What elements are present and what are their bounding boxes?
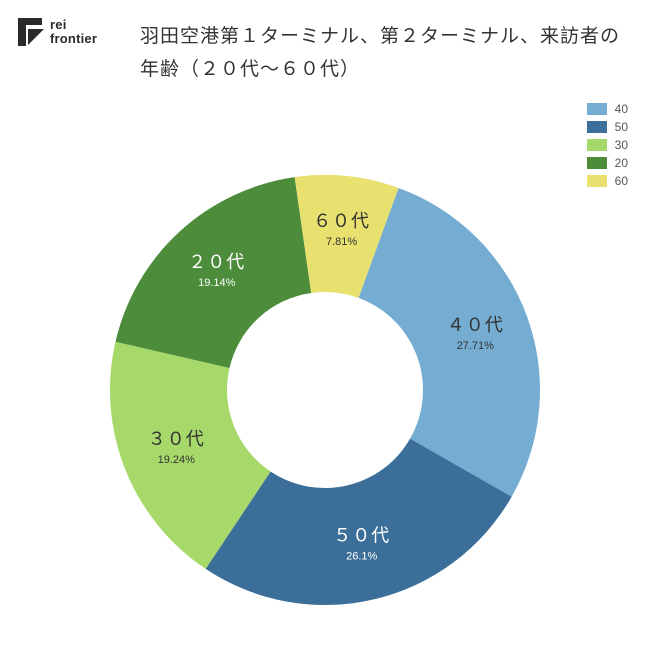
logo-mark-icon xyxy=(18,18,46,46)
brand-logo: rei frontier xyxy=(18,18,97,46)
slice-label-30: ３０代 xyxy=(148,429,205,449)
slice-label-20: ２０代 xyxy=(188,252,245,272)
slice-pct-20: 19.14% xyxy=(198,277,236,289)
slice-label-50: ５０代 xyxy=(333,526,390,546)
slice-pct-30: 19.24% xyxy=(158,454,196,466)
slice-label-40: ４０代 xyxy=(447,315,504,335)
legend-item: 40 xyxy=(587,102,628,116)
legend-swatch xyxy=(587,103,607,115)
donut-chart: ４０代 27.71% ５０代 26.1% ３０代 19.24% ２０代 19.14% ６０代 7.… xyxy=(0,130,650,640)
slice-pct-40: 27.71% xyxy=(457,340,495,352)
legend-label: 40 xyxy=(615,102,628,116)
donut-slice-20 xyxy=(115,177,311,368)
logo-line2: frontier xyxy=(50,32,97,46)
logo-text: rei frontier xyxy=(50,18,97,45)
slice-pct-50: 26.1% xyxy=(346,551,377,563)
logo-line1: rei xyxy=(50,18,97,32)
donut-slice-40 xyxy=(359,188,540,497)
chart-title: 羽田空港第１ターミナル、第２ターミナル、来訪者の年齢（２０代～６０代） xyxy=(140,20,630,87)
slice-pct-60: 7.81% xyxy=(326,236,357,248)
slice-label-60: ６０代 xyxy=(313,211,370,231)
